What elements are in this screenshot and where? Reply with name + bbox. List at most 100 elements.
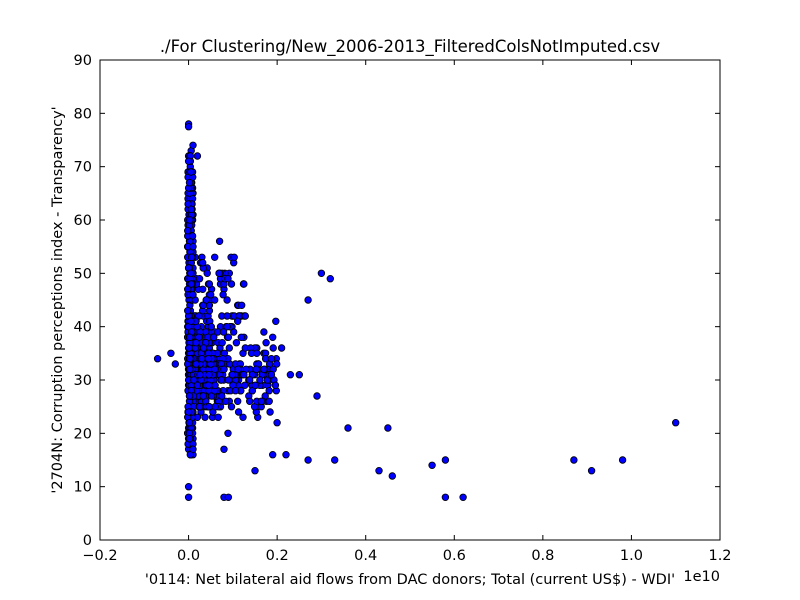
x-tick-label: 1.0 [620,548,643,564]
y-axis-ticks: 0 10 20 30 40 50 60 70 80 90 [74,53,720,549]
data-point [257,397,265,405]
data-point [193,152,202,160]
y-tick-label: 90 [74,53,92,69]
data-point [187,280,195,288]
data-point [215,237,224,245]
data-point [326,275,334,283]
data-point [188,291,197,299]
data-point [222,397,230,405]
data-point [185,419,194,427]
data-point [198,285,207,293]
data-point [269,333,277,341]
plot-frame [99,59,721,541]
data-point [205,280,214,288]
data-point [220,365,228,373]
data-point [205,371,213,379]
data-point [219,328,228,336]
data-point [231,387,240,395]
data-point [184,157,193,165]
data-point [233,317,242,325]
y-tick-label: 0 [83,533,92,549]
data-point [384,424,392,432]
y-tick-label: 20 [74,426,92,442]
data-point [225,344,233,352]
data-point [237,301,246,309]
data-point [198,355,206,363]
x-tick-label: −0.2 [82,548,117,564]
data-point [199,344,208,352]
data-points [153,120,680,501]
data-point [388,472,396,480]
data-point [304,456,312,464]
data-point [256,376,264,384]
data-point [171,360,179,368]
data-point [224,429,232,437]
data-point [210,296,219,304]
data-point [265,387,273,395]
data-point [204,355,213,363]
x-tick-label: 0.0 [177,548,200,564]
x-axis-ticks: −0.2 0.0 0.2 0.4 0.6 0.8 1.0 1.2 [82,60,732,564]
data-point [185,178,194,187]
data-point [195,403,204,411]
y-tick-label: 70 [74,160,92,176]
data-point [251,467,259,475]
data-point [207,323,215,331]
data-point [184,493,193,501]
data-point [190,376,198,384]
data-point [260,365,268,373]
data-point [618,456,627,464]
data-point [286,371,295,379]
data-point [253,349,261,357]
data-point [251,381,259,389]
data-point [267,355,276,363]
y-tick-label: 10 [74,480,92,496]
data-point [441,493,450,501]
data-point [295,371,303,379]
y-tick-label: 80 [74,106,92,122]
data-point [273,360,281,368]
y-tick-label: 50 [74,266,92,282]
data-point [196,371,204,379]
data-point [317,269,326,277]
x-axis-label: '0114: Net bilateral aid flows from DAC … [145,572,675,588]
data-point [201,413,209,421]
data-point [187,205,195,213]
data-point [267,371,276,379]
data-point [237,333,245,341]
data-point [272,317,280,325]
data-point [240,371,248,379]
data-point [224,333,233,341]
data-point [183,226,192,235]
data-point [192,339,200,347]
data-point [230,253,238,261]
data-point [375,467,383,475]
data-point [570,456,578,464]
data-point [183,307,192,315]
data-point [227,403,236,411]
data-point [260,328,268,336]
data-point [186,365,194,373]
data-point [224,493,233,501]
data-point [205,403,213,411]
data-point [203,269,211,277]
data-point [459,493,467,501]
data-point [210,253,219,261]
data-point [313,392,321,400]
x-tick-label: 1.2 [708,548,731,564]
data-point [185,392,194,400]
data-point [219,291,227,299]
y-axis-label: '2704N: Corruption perceptions index - T… [50,106,66,493]
y-tick-label: 40 [74,320,92,336]
data-point [186,355,194,363]
data-point [223,296,231,304]
data-point [234,408,243,416]
data-point [441,456,450,464]
data-point [189,242,197,251]
data-point [211,403,219,411]
data-point [262,339,270,347]
data-point [211,381,219,389]
data-point [214,413,222,421]
data-point [210,333,218,341]
data-point [187,168,195,176]
